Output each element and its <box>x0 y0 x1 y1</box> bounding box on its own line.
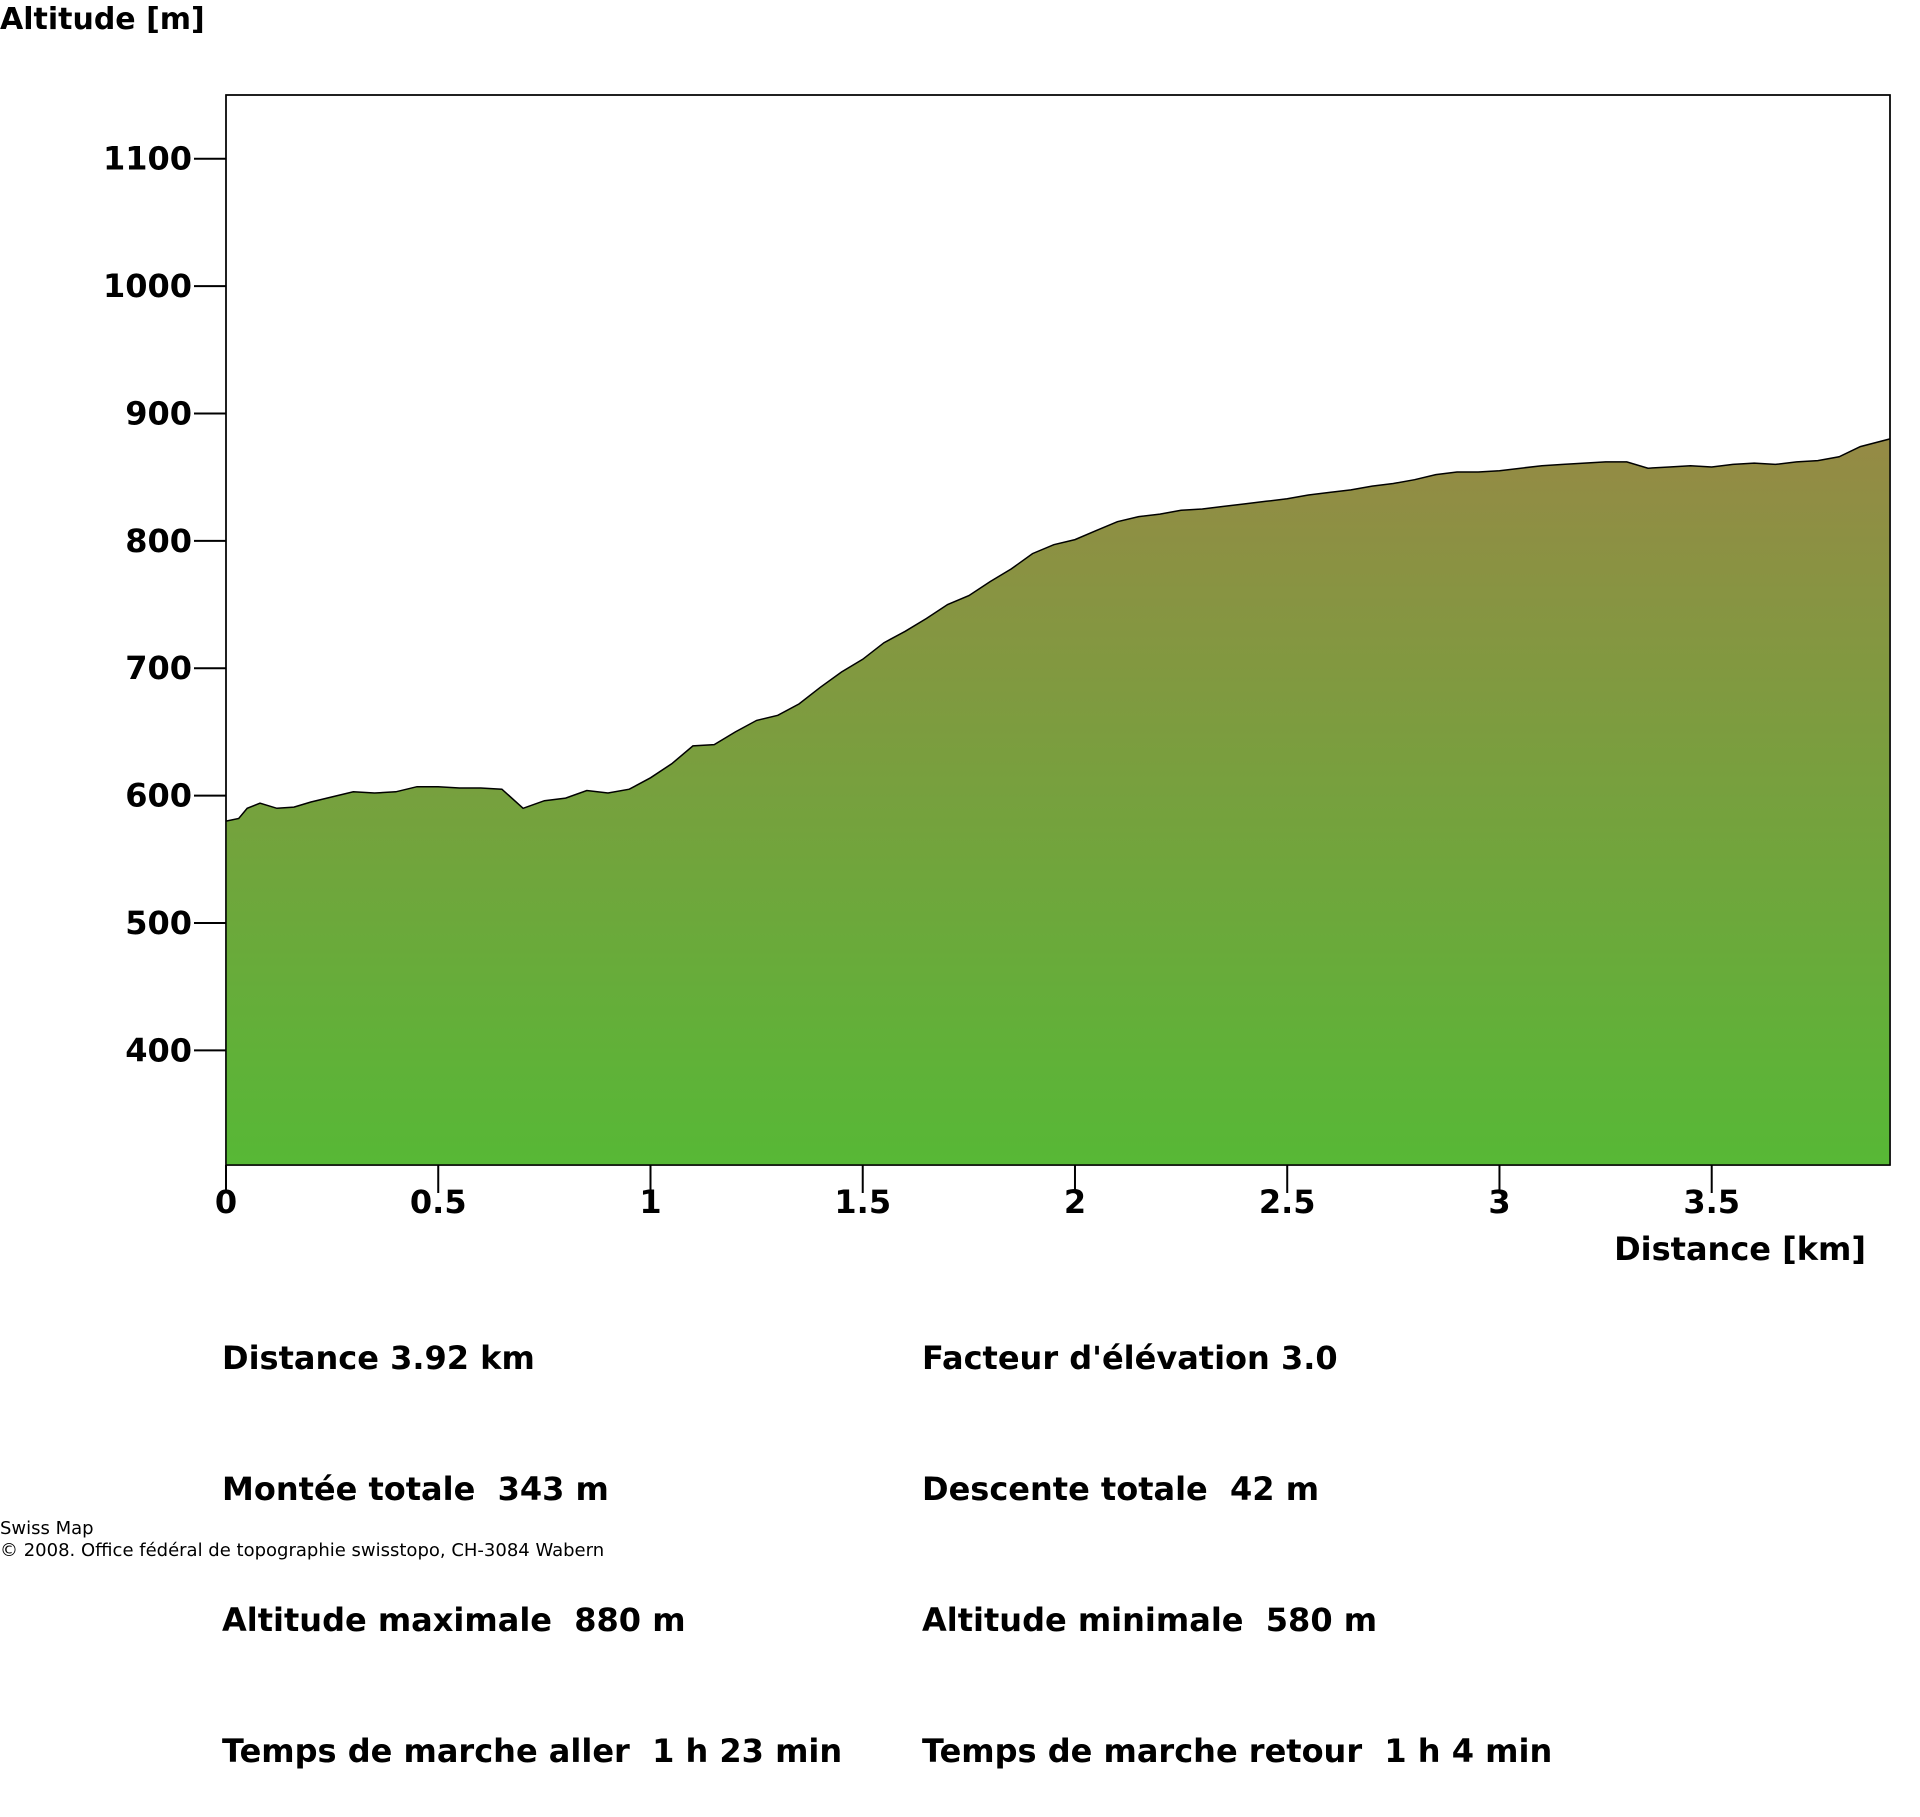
elevation-area <box>226 438 1890 1165</box>
stat-total-ascent: Montée totale 343 m <box>222 1470 609 1508</box>
elevation-line <box>225 438 1891 822</box>
stat-walk-time-back: Temps de marche retour 1 h 4 min <box>922 1732 1553 1770</box>
plot-border <box>225 94 1891 1166</box>
x-tick-label: 0 <box>215 1183 237 1221</box>
stat-max-altitude: Altitude maximale 880 m <box>222 1601 686 1639</box>
y-tick-label: 400 <box>125 1031 192 1069</box>
footer-credits: Swiss Map © 2008. Office fédéral de topo… <box>0 1518 604 1562</box>
stat-walk-time-out: Temps de marche aller 1 h 23 min <box>222 1732 843 1770</box>
x-tick-label: 1 <box>639 1183 661 1221</box>
stats-right: Facteur d'élévation 3.0 Descente totale … <box>922 1255 1552 1817</box>
footer-copyright: © 2008. Office fédéral de topographie sw… <box>0 1540 605 1561</box>
y-tick-label: 600 <box>125 777 192 815</box>
y-axis: 400 500 600 700 800 900 1000 1100 <box>103 140 226 1069</box>
y-axis-title: Altitude [m] <box>0 2 205 37</box>
x-tick-label: 2.5 <box>1259 1183 1316 1221</box>
x-axis: 0 0.5 1 1.5 2 2.5 3 3.5 <box>215 1165 1740 1221</box>
y-tick-label: 1100 <box>103 140 192 178</box>
stat-distance: Distance 3.92 km <box>222 1339 535 1377</box>
elevation-profile-chart: 400 500 600 700 800 900 1000 1100 0 0.5 1 1.5 2 2.5 3… <box>103 94 1891 1268</box>
x-tick-label: 3 <box>1488 1183 1510 1221</box>
x-tick-label: 1.5 <box>834 1183 891 1221</box>
x-tick-label: 0.5 <box>410 1183 467 1221</box>
y-tick-label: 900 <box>125 394 192 432</box>
y-tick-label: 800 <box>125 522 192 560</box>
y-tick-label: 500 <box>125 904 192 942</box>
x-tick-label: 2 <box>1064 1183 1086 1221</box>
stat-elevation-factor: Facteur d'élévation 3.0 <box>922 1339 1338 1377</box>
y-tick-label: 1000 <box>103 267 192 305</box>
footer-source: Swiss Map <box>0 1518 94 1539</box>
x-tick-label: 3.5 <box>1683 1183 1740 1221</box>
stat-total-descent: Descente totale 42 m <box>922 1470 1320 1508</box>
x-axis-title: Distance [km] <box>1614 1230 1866 1268</box>
y-tick-label: 700 <box>125 649 192 687</box>
stat-min-altitude: Altitude minimale 580 m <box>922 1601 1378 1639</box>
